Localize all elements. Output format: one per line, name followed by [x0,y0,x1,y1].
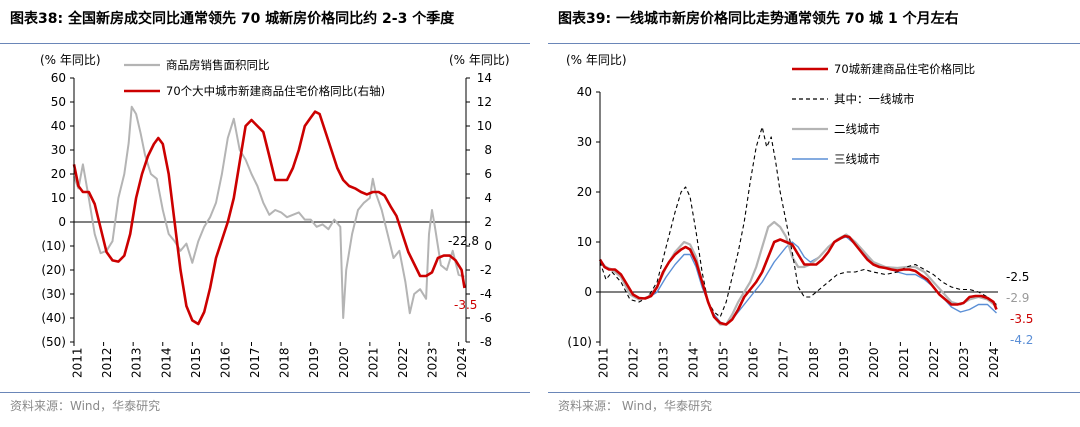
y-left-tick-label: 10 [51,191,66,205]
y-left-tick-label: 50 [51,95,66,109]
x-tick-label: 2022 [927,347,941,378]
legend-label-red: 70个大中城市新建商品住宅价格同比(右轴) [166,84,385,98]
y-tick-label: (10) [567,335,592,349]
x-tick-label: 2019 [307,347,321,378]
y-right-tick-label: 8 [484,143,492,157]
y-right-tick-label: -8 [480,335,492,349]
x-tick-label: 2023 [426,347,440,378]
y-left-tick-label: (50) [41,335,66,349]
x-tick-label: 2024 [987,347,1001,378]
title-rule-right [548,43,1080,44]
y-tick-label: 0 [584,285,592,299]
y-right-tick-label: -4 [480,287,492,301]
y-tick-label: 20 [577,185,592,199]
x-tick-label: 2018 [807,347,821,378]
annotation-gray2-value: -2.9 [1006,291,1029,305]
x-tick-label: 2020 [867,347,881,378]
legend-label-black: 其中：一线城市 [834,92,915,106]
x-tick-label: 2022 [396,347,410,378]
x-tick-label: 2015 [189,347,203,378]
legend-label-blue: 三线城市 [834,152,880,166]
series-line-70city [598,234,998,326]
x-tick-label: 2023 [957,347,971,378]
legend-label-red-70: 70城新建商品住宅价格同比 [834,62,975,76]
series-line-sales-area [73,105,465,319]
chart-panel-right: 图表39: 一线城市新房价格同比走势通常领先 70 城 1 个月左右 40 30 2… [548,0,1080,427]
series-line-tier3 [599,236,997,326]
annotation-gray-value: -22.8 [448,234,479,248]
x-tick-label: 2021 [897,347,911,378]
x-tick-label: 2013 [130,347,144,378]
x-tick-label: 2018 [278,347,292,378]
y-left-tick-label: (20) [41,263,66,277]
y-right-tick-label: 10 [477,119,492,133]
y-left-tick-label: (10) [41,239,66,253]
y-left-tick-label: (30) [41,287,66,301]
chart-left: 6050403020100(10)(20)(30)(40)(50)1412108… [40,53,510,378]
y-right-tick-label: 14 [477,71,492,85]
x-tick-label: 2011 [597,347,611,378]
x-tick-label: 2019 [837,347,851,378]
y-tick-label: 40 [577,85,592,99]
x-tick-label: 2012 [627,347,641,378]
series-line-70city-price [72,110,466,326]
x-tick-label: 2012 [100,347,114,378]
left-unit-right: (% 年同比) [449,53,510,67]
chart-panel-left: 图表38: 全国新房成交同比通常领先 70 城新房价格同比约 2-3 个季度 6… [0,0,530,427]
x-tick-label: 2011 [71,347,85,378]
x-tick-label: 2017 [777,347,791,378]
y-left-tick-label: (40) [41,311,66,325]
y-right-tick-label: 6 [484,167,492,181]
y-right-tick-label: -2 [480,263,492,277]
y-left-tick-label: 60 [51,71,66,85]
chart-title-left: 图表38: 全国新房成交同比通常领先 70 城新房价格同比约 2-3 个季度 [10,11,455,27]
legend-label-gray: 商品房销售面积同比 [166,58,270,72]
x-tick-label: 2016 [218,347,232,378]
x-tick-label: 2024 [455,347,469,378]
x-tick-label: 2021 [366,347,380,378]
y-right-tick-label: -6 [480,311,492,325]
annotation-red70-value: -3.5 [1010,312,1033,326]
annotation-black-value: -2.5 [1006,270,1029,284]
x-tick-label: 2016 [747,347,761,378]
x-tick-label: 2014 [687,347,701,378]
source-rule-right [548,392,1080,393]
left-unit-left: (% 年同比) [40,53,101,67]
x-tick-label: 2015 [717,347,731,378]
y-right-tick-label: 4 [484,191,492,205]
x-tick-label: 2013 [657,347,671,378]
y-tick-label: 30 [577,135,592,149]
annotation-blue-value: -4.2 [1010,333,1033,347]
series-line-tier1 [599,126,997,318]
right-unit: (% 年同比) [566,53,627,67]
legend-label-gray2: 二线城市 [834,122,880,136]
y-left-tick-label: 0 [58,215,66,229]
title-rule-left [0,43,530,44]
y-left-tick-label: 30 [51,143,66,157]
y-tick-label: 10 [577,235,592,249]
chart-title-right: 图表39: 一线城市新房价格同比走势通常领先 70 城 1 个月左右 [558,11,959,27]
y-left-tick-label: 20 [51,167,66,181]
x-tick-label: 2017 [248,347,262,378]
y-right-tick-label: 12 [477,95,492,109]
source-left: 资料来源：Wind，华泰研究 [10,399,161,413]
y-right-tick-label: 2 [484,215,492,229]
source-rule-left [0,392,530,393]
x-tick-label: 2014 [159,347,173,378]
y-right-tick-label: 0 [484,239,492,253]
x-tick-label: 2020 [337,347,351,378]
y-left-tick-label: 40 [51,119,66,133]
annotation-red-value: -3.5 [454,298,477,312]
chart-right: 40 30 20 10 0 (10) 2011 2012 2013 2014 2015 2016 201… [566,53,1033,378]
source-right: 资料来源： Wind，华泰研究 [558,399,712,413]
